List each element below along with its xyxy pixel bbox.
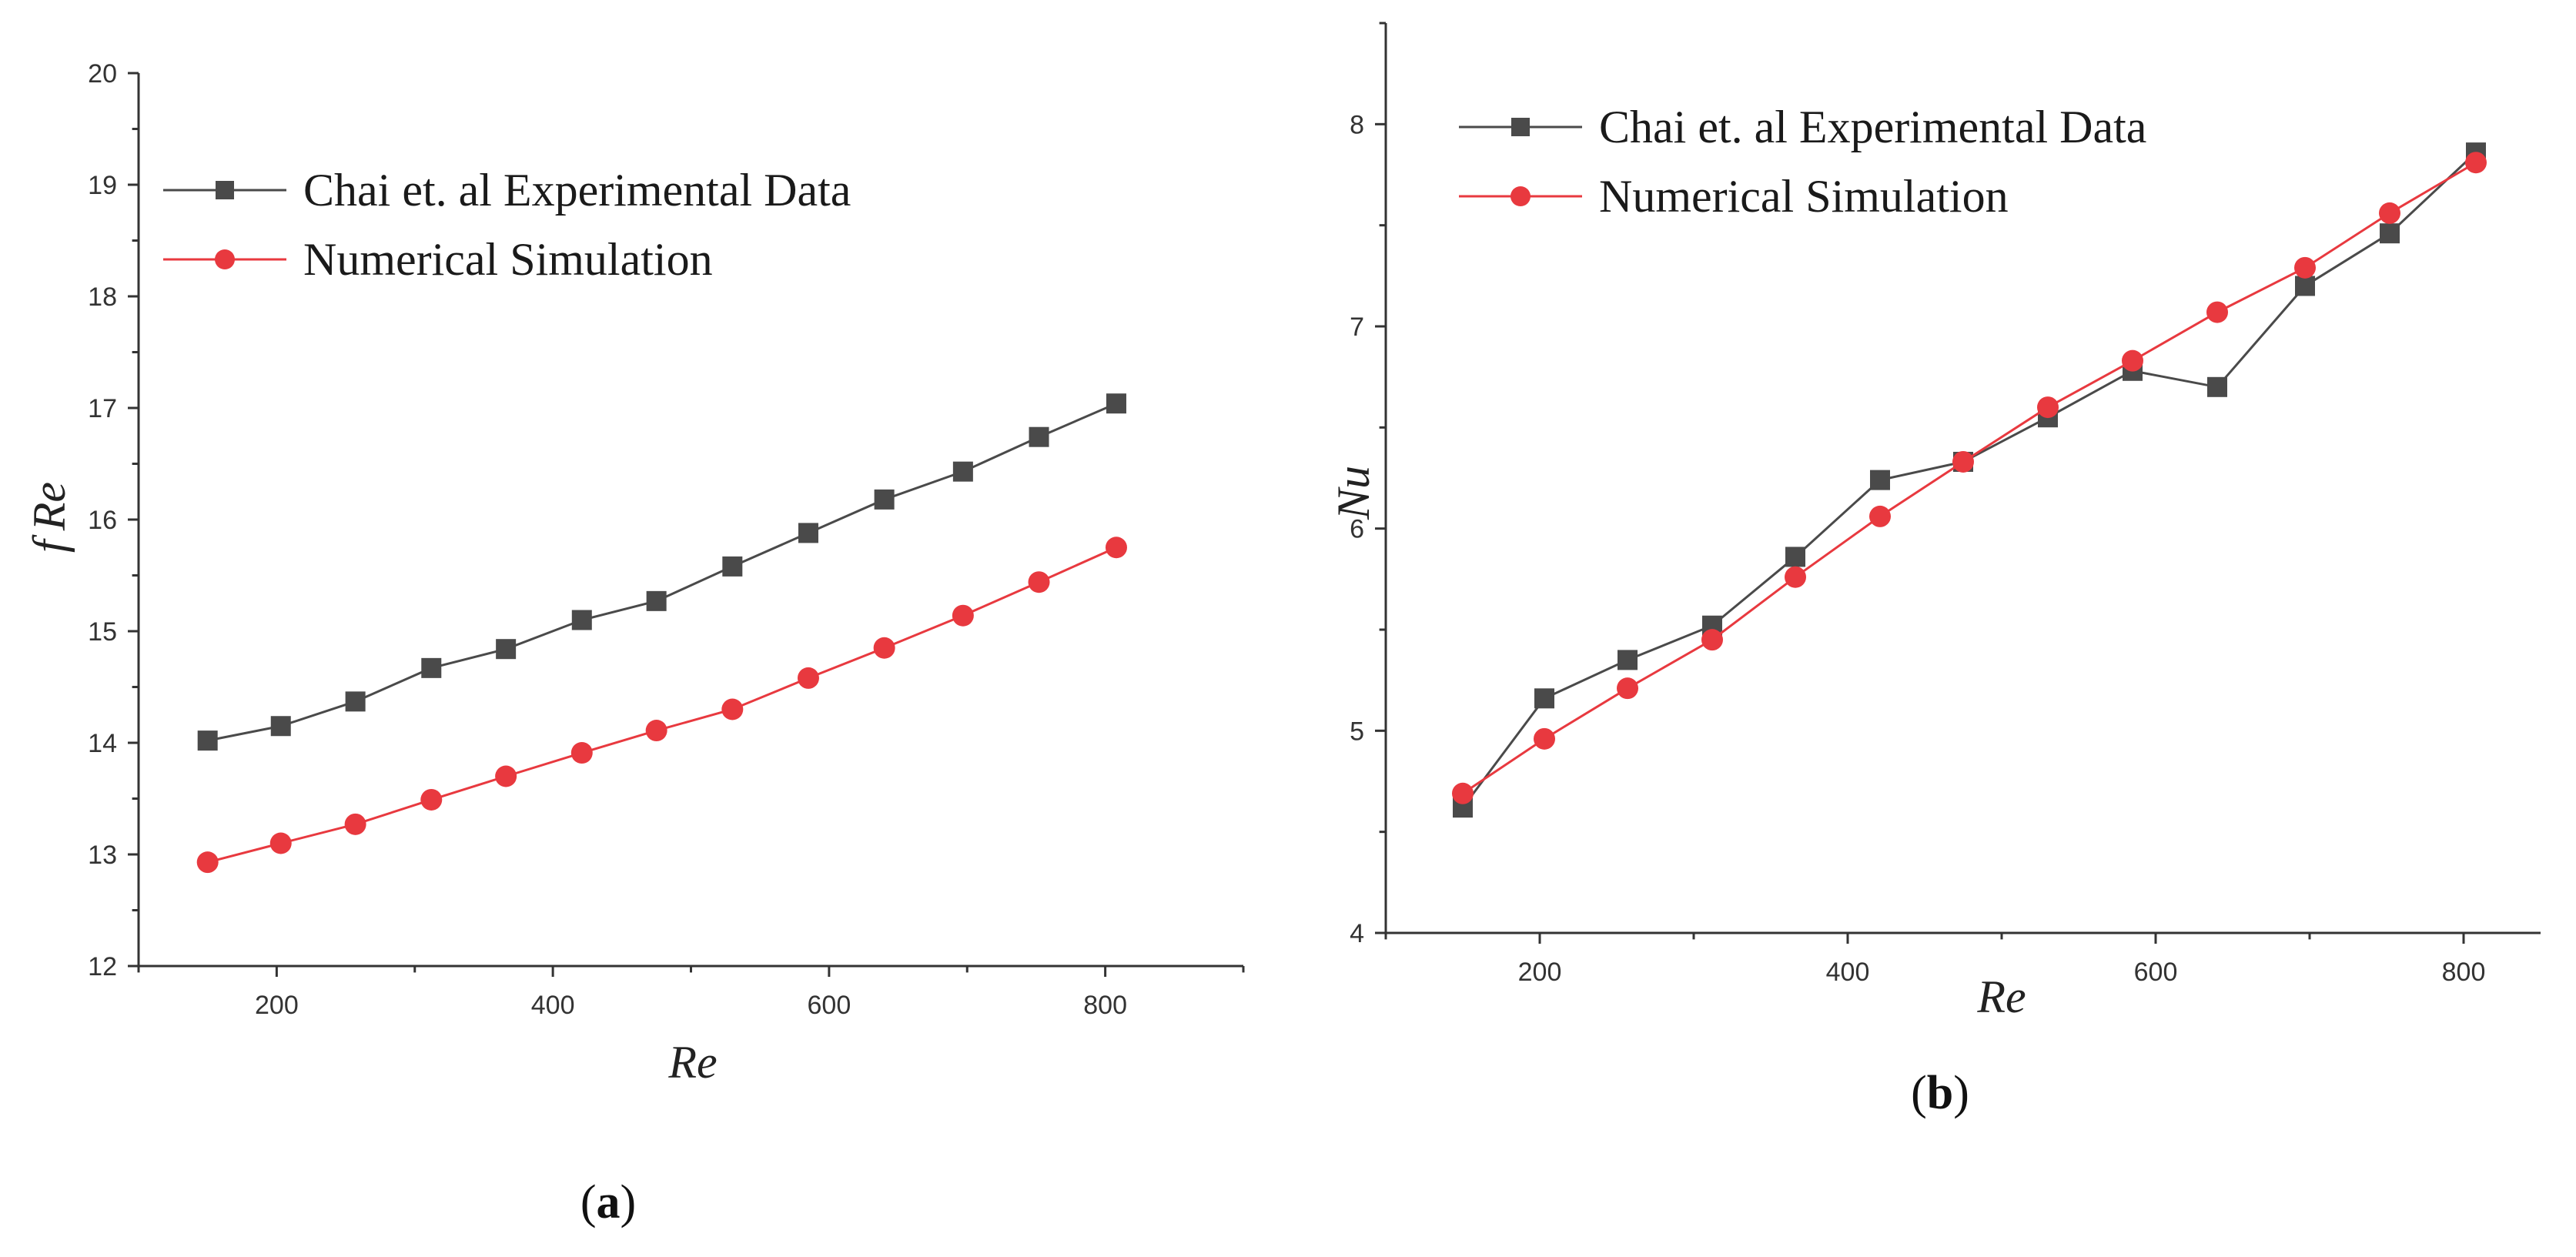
panel-a-data-point-square [571, 610, 592, 630]
panel-a-y-tick-label: 20 [88, 59, 117, 89]
panel-a-data-point-circle [269, 832, 292, 854]
panel-b-data-point-circle [2206, 301, 2228, 323]
panel-b-data-point-square [2207, 376, 2227, 397]
panel-a-legend-marker-square [216, 181, 234, 199]
panel-b-y-tick-label: 7 [1350, 313, 1364, 342]
panel-a-data-point-square [197, 730, 218, 751]
panel-a-data-point-square [646, 590, 667, 611]
panel-b-data-point-circle [1452, 782, 1474, 804]
panel-b-data-point-square [1534, 688, 1554, 709]
panel-b-series-line-0 [1461, 152, 2477, 809]
panel-b-data-point-circle [2037, 396, 2059, 419]
panel-b-data-point-circle [2294, 256, 2316, 279]
panel-a-data-point-square [1106, 393, 1126, 414]
panel-b-data-point-square [2295, 276, 2315, 296]
panel-b-y-tick-label: 6 [1350, 515, 1364, 544]
panel-b-legend-label-0: Chai et. al Experimental Data [1599, 102, 2146, 152]
panel-a-data-point-circle [645, 720, 667, 742]
panel-a-legend-label-0: Chai et. al Experimental Data [303, 165, 851, 216]
panel-b-data-point-circle [2465, 152, 2487, 174]
panel-b-legend-marker-square [1511, 118, 1530, 136]
panel-a-data-point-circle [344, 813, 366, 835]
panel-a-x-tick-label: 400 [531, 991, 575, 1020]
panel-b-data-point-square [1785, 547, 1805, 567]
panel-a-data-point-circle [797, 667, 819, 689]
panel-a-data-point-circle [721, 698, 744, 720]
panel-a-y-tick-label: 13 [88, 841, 117, 870]
panel-a-data-point-circle [196, 851, 219, 874]
panel-b-y-tick-label: 4 [1350, 919, 1364, 948]
panel-b-x-tick-label: 600 [2134, 958, 2178, 987]
panel-a-data-point-circle [495, 765, 517, 787]
panel-b-data-point-circle [1534, 727, 1555, 750]
panel-a-series-line-0 [207, 402, 1117, 742]
panel-b-xlabel: Re [1976, 971, 2026, 1022]
panel-b-data-point-square [2380, 223, 2400, 244]
panel-a-data-point-circle [1028, 571, 1050, 593]
panel-a-xlabel: Re [667, 1037, 717, 1088]
panel-b-data-point-circle [1869, 505, 1891, 527]
panel-a-y-tick-label: 17 [88, 394, 117, 423]
panel-a-x-tick-label: 600 [808, 991, 851, 1020]
panel-a-ylabel: f Re [24, 482, 75, 553]
panel-a-y-tick-label: 16 [88, 506, 117, 535]
panel-a-label: (a) [580, 1176, 636, 1229]
panel-a-x-tick-label: 800 [1083, 991, 1127, 1020]
panel-b-data-point-circle [2122, 349, 2143, 372]
panel-b-series-line-1 [1462, 161, 2477, 795]
panel-a-y-tick-label: 14 [88, 729, 117, 758]
panel-a-y-tick-label: 15 [88, 617, 117, 647]
panel-b-ylabel: Nu [1328, 466, 1379, 520]
panel-a-y-tick-label: 19 [88, 171, 117, 200]
panel-b-data-point-circle [1785, 566, 1806, 588]
panel-a-data-point-square [1029, 426, 1049, 447]
panel-a-ylabel-re: Re [24, 482, 75, 531]
panel-b-legend-label-1: Numerical Simulation [1599, 171, 2009, 222]
panel-b-data-point-square [1618, 650, 1638, 670]
panel-a-data-point-square [874, 489, 895, 510]
panel-a-x-tick-label: 200 [255, 991, 299, 1020]
panel-b-label: (b) [1911, 1067, 1969, 1119]
panel-a-data-point-square [421, 657, 442, 678]
panel-a-legend-marker-circle [215, 249, 235, 269]
panel-b-x-tick-label: 400 [1826, 958, 1870, 987]
panel-a-data-point-square [722, 556, 743, 577]
panel-a-data-point-circle [420, 788, 443, 811]
panel-a-data-point-square [798, 523, 818, 543]
panel-b-data-point-circle [1617, 677, 1638, 700]
panel-b-y-tick-label: 5 [1350, 717, 1364, 746]
panel-b-y-tick-label: 8 [1350, 110, 1364, 139]
panel-a-data-point-circle [873, 637, 895, 659]
panel-a-y-tick-label: 12 [88, 952, 117, 981]
panel-a-legend-label-1: Numerical Simulation [303, 234, 713, 285]
panel-b-data-point-square [1870, 470, 1890, 490]
panel-b-x-tick-label: 800 [2442, 958, 2486, 987]
chart-panel-a: 200 400 600 800 12 13 14 15 16 17 18 19 20 Re Chai et.… [88, 59, 1245, 1088]
panel-b-data-point-circle [2379, 202, 2400, 224]
panel-a-data-point-square [270, 716, 291, 737]
panel-b-legend-marker-circle [1510, 186, 1531, 206]
panel-a-ylabel-f: f [24, 534, 75, 553]
chart-panel-b: 200 400 600 800 4 5 6 7 8 Re Nu Chai et. al Experim… [1328, 22, 2541, 1022]
panel-a-data-point-square [952, 461, 973, 482]
panel-a-y-tick-label: 18 [88, 282, 117, 312]
panel-b-x-tick-label: 200 [1518, 958, 1562, 987]
panel-a-data-point-circle [1105, 537, 1127, 559]
panel-b-data-point-circle [1952, 450, 1974, 473]
panel-a-data-point-square [496, 639, 517, 660]
panel-a-data-point-square [345, 691, 366, 712]
panel-a-data-point-circle [952, 604, 974, 627]
panel-a-data-point-circle [570, 742, 593, 764]
panel-b-data-point-circle [1701, 629, 1723, 651]
